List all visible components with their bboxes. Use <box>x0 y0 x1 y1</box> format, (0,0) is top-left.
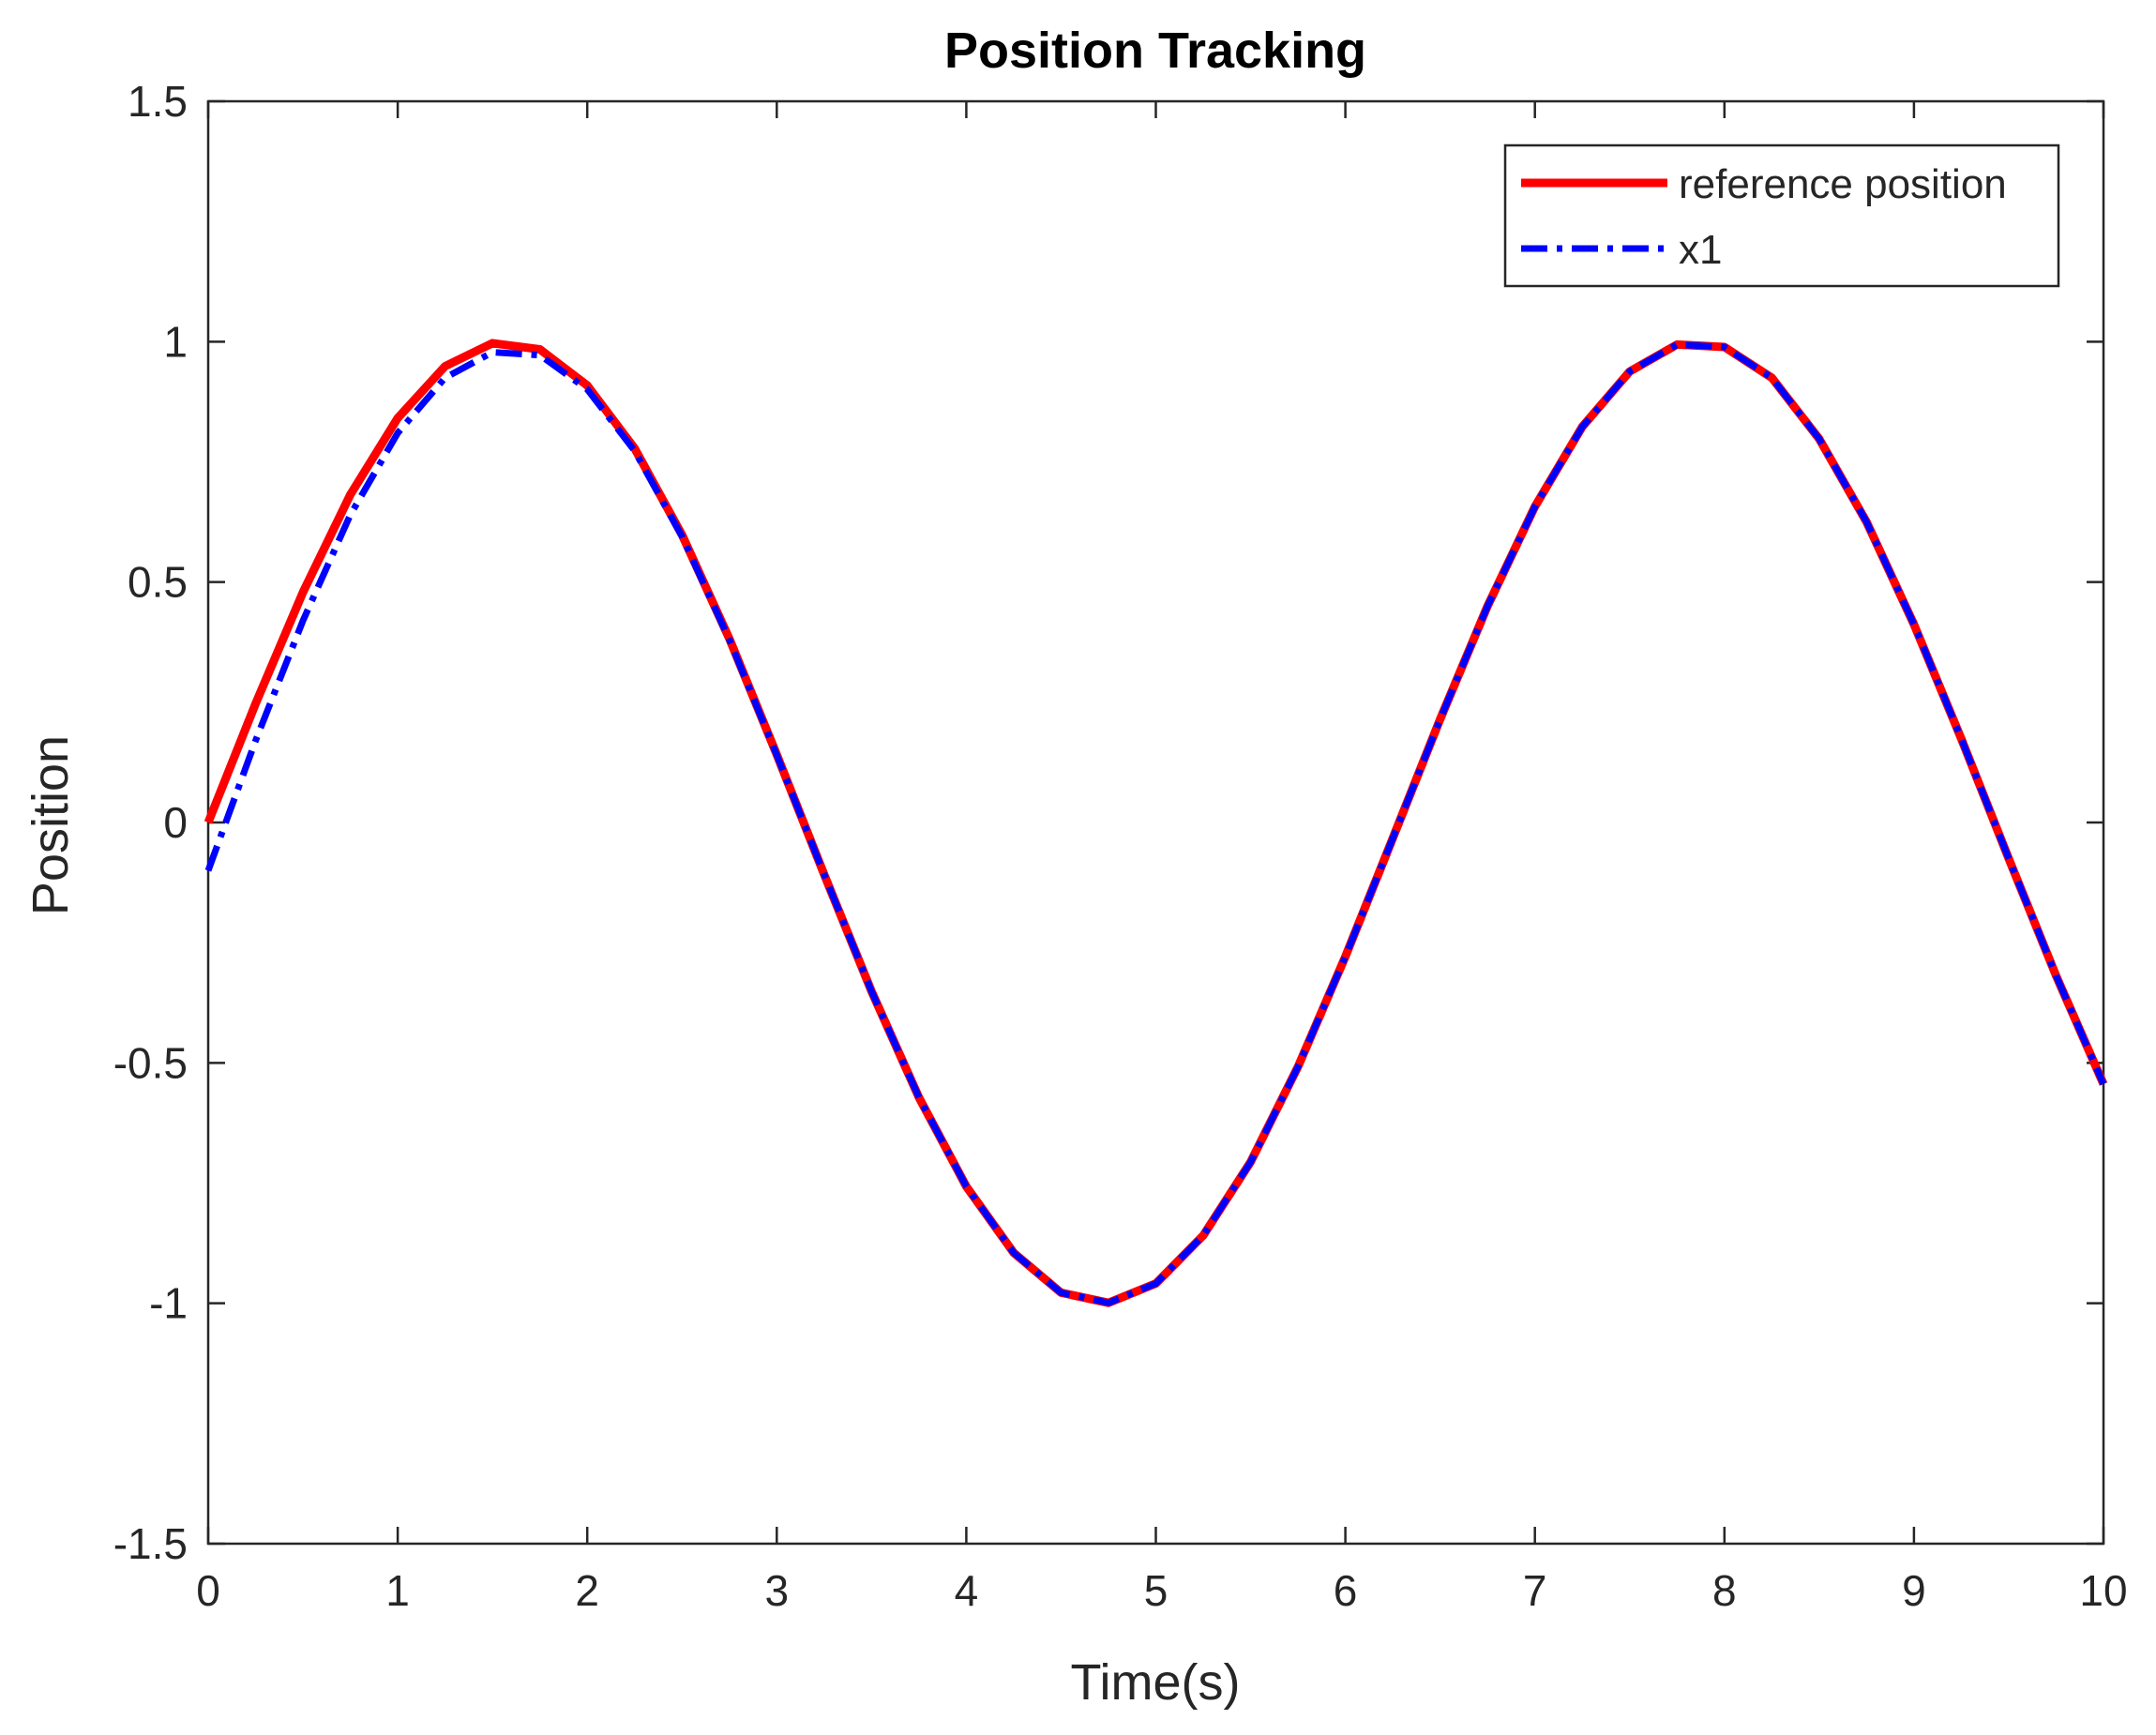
legend-label-reference-position: reference position <box>1679 161 2007 207</box>
x-tick-label: 9 <box>1902 1566 1926 1615</box>
x-tick-label: 3 <box>765 1566 790 1615</box>
x-tick-label: 4 <box>955 1566 979 1615</box>
series-line-x1 <box>204 340 2107 1306</box>
axes-box <box>206 99 2105 1546</box>
x-tick-label: 5 <box>1144 1566 1168 1615</box>
y-tick-label: -1.5 <box>113 1519 188 1568</box>
y-tick-label: -0.5 <box>113 1038 188 1087</box>
x-tick-label: 1 <box>385 1566 410 1615</box>
y-tick-label: 0.5 <box>128 558 188 607</box>
x-tick-label: 2 <box>575 1566 599 1615</box>
x-tick-label: 6 <box>1334 1566 1358 1615</box>
y-tick-label: 1.5 <box>128 77 188 126</box>
x-tick-label: 10 <box>2079 1566 2127 1615</box>
legend: reference position x1 <box>1503 143 2060 288</box>
chart-title: Position Tracking <box>944 23 1366 79</box>
x-tick-label: 0 <box>196 1566 220 1615</box>
x-axis-label: Time(s) <box>1071 1654 1241 1711</box>
y-tick-label: 0 <box>163 798 188 847</box>
y-tick-label: 1 <box>163 317 188 366</box>
x-tick-label: 7 <box>1523 1566 1547 1615</box>
x-axis-ticks <box>206 101 2105 1544</box>
x-axis-tick-labels: 0 1 2 3 4 5 6 7 8 9 10 <box>196 1566 2127 1615</box>
y-axis-tick-labels: -1.5 -1 -0.5 0 0.5 1 1.5 <box>113 77 188 1568</box>
legend-label-x1: x1 <box>1679 227 1722 273</box>
plot-area <box>204 99 2108 1546</box>
y-axis-label: Position <box>23 735 79 915</box>
legend-box <box>1503 143 2060 288</box>
x-tick-label: 8 <box>1712 1566 1737 1615</box>
series-lines <box>204 339 2108 1307</box>
y-tick-label: -1 <box>149 1279 188 1328</box>
